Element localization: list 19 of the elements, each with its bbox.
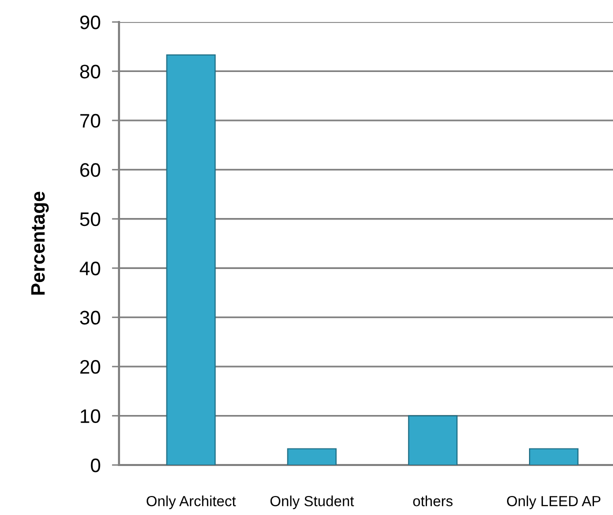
x-tick-label: Only Student [270,496,354,510]
y-tick-label: 50 [80,212,100,226]
y-axis-title: Percentage [31,192,49,295]
y-tick-label: 20 [80,360,100,374]
x-tick-label: Only Architect [146,496,236,510]
y-tick-label: 80 [80,64,100,78]
y-tick-label: 10 [80,409,100,424]
bar [529,448,578,465]
x-tick-label: others [413,496,453,506]
y-tick-label: 90 [80,15,100,30]
bar [408,415,458,465]
x-tick-label: Only LEED AP [507,496,600,510]
bar [166,54,216,465]
y-tick-label: 30 [80,310,100,325]
y-tick-label: 60 [80,163,100,177]
y-tick-label: 70 [80,114,100,128]
y-tick-label: 40 [80,262,100,276]
y-tick-label: 0 [90,458,100,472]
bar [287,448,337,465]
